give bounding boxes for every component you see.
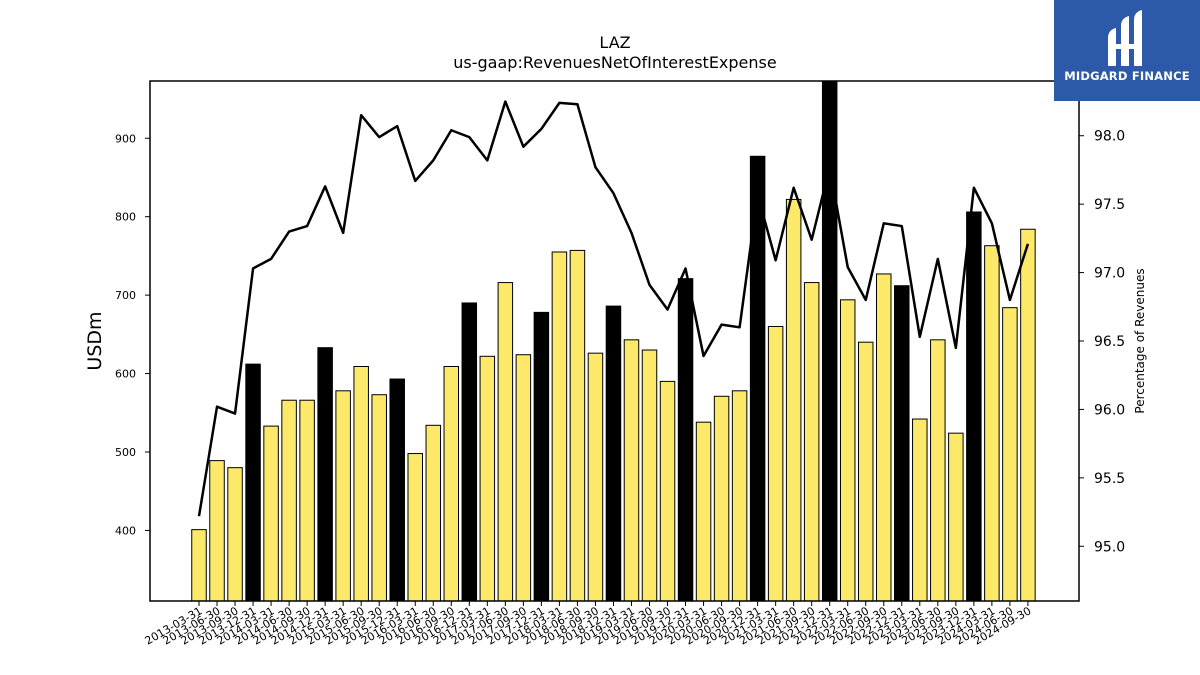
bar-2021-03-31 xyxy=(767,325,784,602)
bar-series xyxy=(191,80,1036,602)
bar-2014-03-31 xyxy=(263,425,279,602)
bar-2018-06-30 xyxy=(569,249,586,602)
y2-tick-label: 96.5 xyxy=(1094,334,1125,350)
bar-2015-06-30 xyxy=(353,365,369,602)
bar-2022-03-31 xyxy=(839,299,856,602)
bar-2016-03-31 xyxy=(407,453,423,602)
chart-title: LAZ xyxy=(599,33,630,52)
bar-2024-06-30 xyxy=(1002,307,1018,602)
bar-2017-03-31 xyxy=(479,355,496,602)
bar-2017-06-30 xyxy=(497,282,514,602)
brand-logo: MIDGARD FINANCE xyxy=(1054,0,1200,101)
y-tick-label: 400 xyxy=(115,524,136,537)
bar-2016-09-30 xyxy=(443,365,460,602)
bar-2019-09-30 xyxy=(659,380,676,602)
y2-tick-label: 95.0 xyxy=(1094,539,1125,555)
bar-2014-09-30 xyxy=(299,399,315,602)
x-axis: 2013-03-312013-06-302013-09-302013-12-31… xyxy=(143,601,1033,648)
bar-2022-09-30 xyxy=(876,273,892,602)
bar-2021-09-30 xyxy=(803,282,820,602)
y-axis-right: 95.0 95.5 96.0 96.5 97.0 97.5 98.0 xyxy=(1079,129,1125,555)
y2-tick-label: 97.0 xyxy=(1094,266,1125,282)
bar-2017-09-30 xyxy=(515,354,532,602)
bar-2017-12-31 xyxy=(533,311,550,602)
bar-2024-09-30 xyxy=(1020,228,1036,602)
bar-2022-12-31 xyxy=(894,285,910,602)
bar-2014-12-31 xyxy=(317,347,333,602)
bar-2020-06-30 xyxy=(713,395,730,602)
y-tick-label: 600 xyxy=(115,368,136,381)
y2-axis-label: Percentage of Revenues xyxy=(1133,268,1147,413)
y-axis-label: USDm xyxy=(84,311,106,370)
y2-tick-label: 95.5 xyxy=(1094,471,1125,487)
bar-2015-03-31 xyxy=(335,390,351,602)
bar-2013-09-30 xyxy=(227,467,243,602)
bar-2015-12-31 xyxy=(389,378,405,602)
bar-2023-03-31 xyxy=(912,418,928,602)
midgard-logo-icon xyxy=(1108,10,1142,66)
y-tick-label: 700 xyxy=(115,289,136,302)
bar-2013-03-31 xyxy=(191,529,207,602)
bar-2019-12-31 xyxy=(677,278,694,602)
y-tick-label: 900 xyxy=(115,132,136,145)
chart-subtitle: us-gaap:RevenuesNetOfInterestExpense xyxy=(453,53,776,72)
bar-2020-03-31 xyxy=(695,421,712,602)
logo-text: MIDGARD FINANCE xyxy=(1064,69,1190,83)
y-tick-label: 800 xyxy=(115,211,136,224)
bar-2013-06-30 xyxy=(209,460,225,602)
bar-2014-06-30 xyxy=(281,399,297,602)
bar-2024-03-31 xyxy=(984,245,1000,602)
y-tick-label: 500 xyxy=(115,446,136,459)
y2-tick-label: 98.0 xyxy=(1094,129,1125,145)
bar-2023-12-31 xyxy=(966,211,982,602)
bar-2018-12-31 xyxy=(605,305,622,602)
bar-2021-12-31 xyxy=(821,80,838,602)
bar-2016-06-30 xyxy=(425,424,442,602)
y-axis-left: 400 500 600 700 800 900 xyxy=(115,132,150,537)
bar-2013-12-31 xyxy=(245,363,261,602)
y2-tick-label: 96.0 xyxy=(1094,402,1125,418)
bar-2019-03-31 xyxy=(623,339,640,602)
bar-2023-06-30 xyxy=(930,339,946,602)
bar-2015-09-30 xyxy=(371,394,387,602)
bar-2016-12-31 xyxy=(461,302,478,602)
percentage-line xyxy=(197,100,1030,517)
bar-2020-09-30 xyxy=(731,390,748,602)
bar-2018-09-30 xyxy=(587,352,604,602)
bar-2018-03-31 xyxy=(551,251,568,602)
bar-2023-09-30 xyxy=(948,432,964,602)
bar-2022-06-30 xyxy=(857,341,874,602)
bar-2021-06-30 xyxy=(785,198,802,602)
bar-2019-06-30 xyxy=(641,349,658,602)
y2-tick-label: 97.5 xyxy=(1094,197,1125,213)
